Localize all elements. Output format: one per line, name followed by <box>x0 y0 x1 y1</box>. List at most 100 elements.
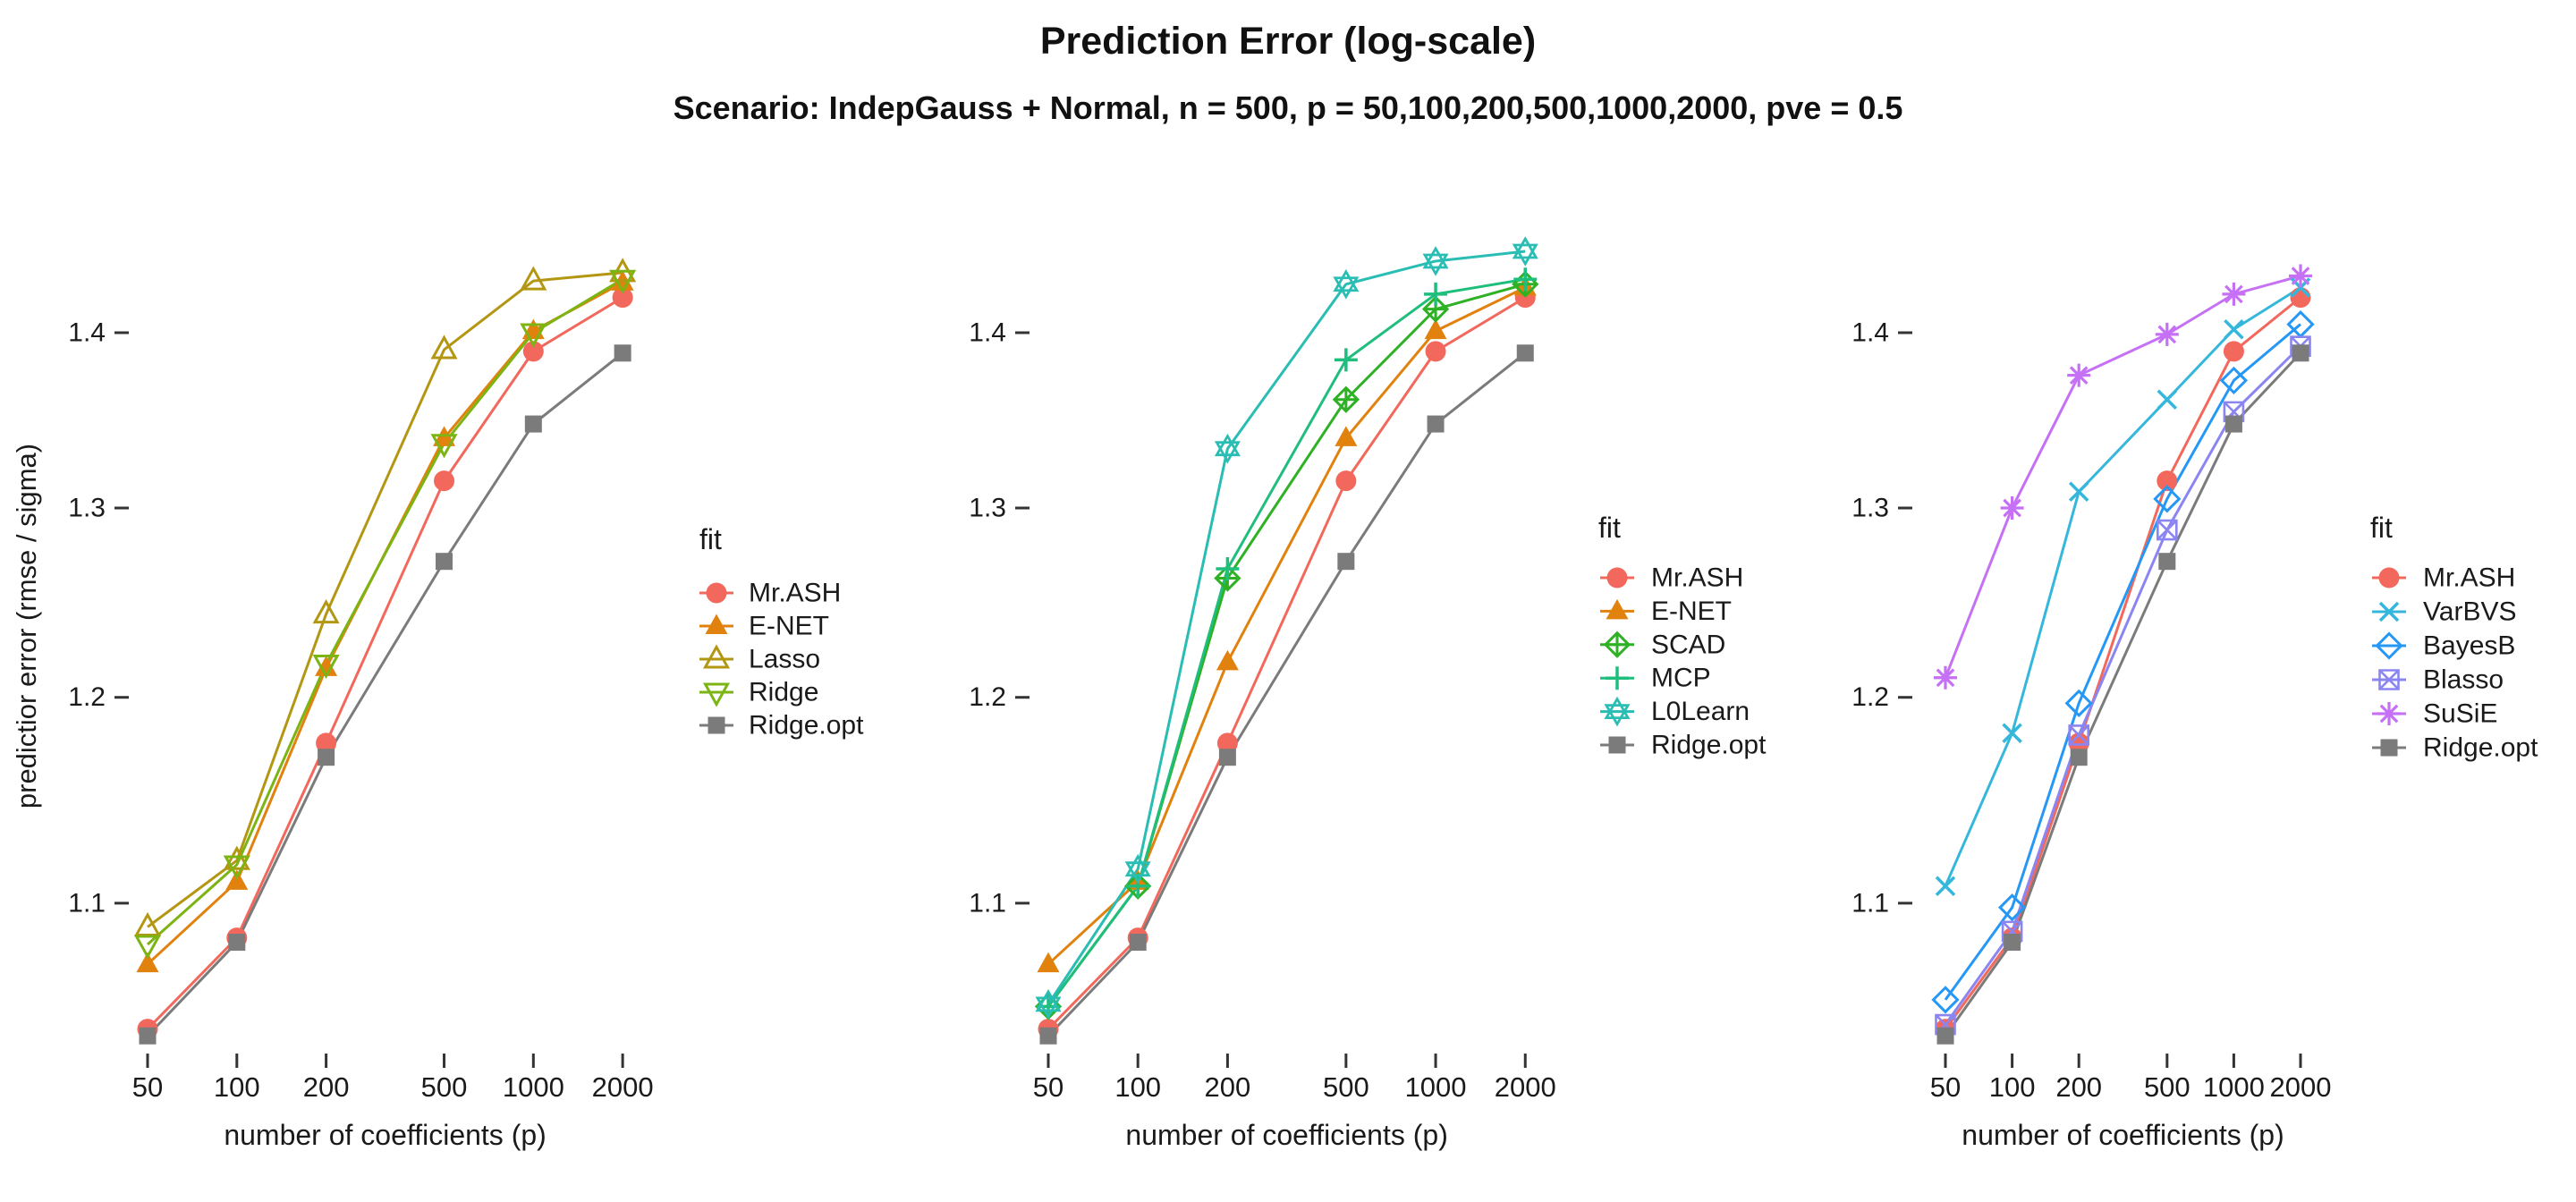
point-marker <box>2378 601 2400 622</box>
point-marker <box>702 644 731 669</box>
series-line-Ridge.opt <box>1944 351 2302 1037</box>
point-marker <box>1332 385 1360 413</box>
series-line-Ridge <box>147 277 623 946</box>
figure-subtitle: Scenario: IndepGauss + Normal, n = 500, … <box>673 89 1903 126</box>
point-marker <box>316 732 337 754</box>
point-marker <box>1333 268 1360 300</box>
point-marker <box>2224 318 2244 340</box>
y-tick-label: 1.4 <box>68 318 106 348</box>
legend-label: Lasso <box>749 645 820 674</box>
point-marker <box>1604 696 1631 727</box>
legend-item-E-NET: E-NET <box>699 612 829 641</box>
legend-label: VarBVS <box>2423 597 2517 627</box>
point-marker <box>705 614 728 634</box>
point-marker <box>1997 893 2027 922</box>
point-marker <box>436 553 453 571</box>
legend-label: Ridge.opt <box>2423 733 2538 763</box>
point-marker <box>1129 934 1147 952</box>
y-tick-label: 1.3 <box>68 494 106 523</box>
point-marker <box>1606 567 1628 588</box>
point-marker <box>520 323 547 348</box>
legend-label: Ridge.opt <box>1651 731 1767 760</box>
legend-label: SCAD <box>1651 630 1725 659</box>
legend-title: fit <box>1598 512 1621 544</box>
point-marker <box>1931 986 1960 1014</box>
series-line-Lasso <box>147 271 623 928</box>
legend: fit Mr.ASH E-NET SCAD MCP L0Learn Ridge.opt <box>1598 512 1767 760</box>
point-marker <box>1216 649 1239 671</box>
point-marker <box>2223 341 2244 362</box>
series-line-Mr.ASH <box>1046 296 1527 1030</box>
point-marker <box>2222 282 2246 306</box>
point-marker <box>2378 567 2400 588</box>
series-line-Blasso <box>1944 345 2302 1026</box>
point-marker <box>133 911 162 936</box>
series-line-VarBVS <box>1944 286 2301 887</box>
point-marker <box>312 655 340 680</box>
point-marker <box>1427 415 1445 433</box>
series-line-Ridge.opt <box>146 351 624 1037</box>
point-marker <box>2157 519 2178 541</box>
point-marker <box>430 334 458 360</box>
legend-title: fit <box>699 523 722 555</box>
legend-item-SuSiE: SuSiE <box>2372 699 2497 729</box>
point-marker <box>1216 732 1238 754</box>
point-marker <box>706 582 727 604</box>
series-line-E-NET <box>1046 286 1526 966</box>
point-marker <box>2068 732 2089 754</box>
point-marker <box>2002 723 2022 743</box>
point-marker <box>1039 1027 1057 1045</box>
series-line-E-NET <box>146 281 623 966</box>
legend-label: E-NET <box>749 612 829 641</box>
point-marker <box>1335 470 1357 492</box>
legend-item-MCP: MCP <box>1600 664 1711 693</box>
point-marker <box>2068 724 2089 746</box>
legend-item-Blasso: Blasso <box>2372 665 2504 695</box>
legend-label: Mr.ASH <box>1651 563 1743 593</box>
x-axis-title: number of coefficients (p) <box>1125 1119 1447 1151</box>
point-marker <box>1337 553 1355 571</box>
point-marker <box>2155 322 2179 346</box>
legend-item-Mr.ASH: Mr.ASH <box>699 579 841 608</box>
legend-item-Ridge.opt: Ridge.opt <box>2372 733 2538 763</box>
point-marker <box>1424 318 1447 340</box>
panel-middle: 1.1 1.2 1.3 1.4 50 100 200 500 1000 2000 number of… <box>969 236 1767 1151</box>
point-marker <box>2378 669 2400 690</box>
legend-title: fit <box>2370 512 2393 544</box>
x-tick-label: 1000 <box>503 1071 564 1103</box>
point-marker <box>223 855 250 880</box>
y-tick-label: 1.1 <box>969 888 1006 918</box>
figure-title: Prediction Error (log-scale) <box>1039 20 1537 63</box>
point-marker <box>434 470 455 492</box>
point-marker <box>225 869 249 890</box>
point-marker <box>2290 287 2311 309</box>
point-marker <box>1936 1027 1954 1045</box>
legend-label: BayesB <box>2423 631 2515 661</box>
x-tick-label: 100 <box>1114 1071 1161 1103</box>
point-marker <box>1422 246 1449 276</box>
point-marker <box>1516 344 1534 362</box>
x-tick-label: 200 <box>303 1071 350 1103</box>
x-tick-label: 50 <box>1033 1071 1063 1103</box>
point-marker <box>2219 366 2249 395</box>
point-marker <box>318 749 335 766</box>
point-marker <box>2375 631 2403 660</box>
series-line-Mr.ASH <box>146 296 623 1030</box>
legend-item-L0Learn: L0Learn <box>1600 696 1750 727</box>
point-marker <box>524 415 542 433</box>
legend-item-Lasso: Lasso <box>699 644 820 674</box>
legend-label: Mr.ASH <box>2423 563 2515 593</box>
panel-right: 1.1 1.2 1.3 1.4 50 100 200 500 1000 2000 number of… <box>1852 264 2538 1151</box>
x-tick-label: 200 <box>1205 1071 1251 1103</box>
legend-label: SuSiE <box>2423 699 2497 729</box>
x-axis-title: number of coefficients (p) <box>224 1119 546 1151</box>
x-tick-label: 2000 <box>592 1071 654 1103</box>
x-tick-label: 500 <box>1323 1071 1369 1103</box>
point-marker <box>1603 631 1631 658</box>
y-tick-label: 1.3 <box>969 494 1006 523</box>
point-marker <box>2000 496 2024 521</box>
point-marker <box>1608 736 1626 754</box>
y-tick-label: 1.1 <box>68 888 106 918</box>
point-marker <box>1935 876 1956 896</box>
